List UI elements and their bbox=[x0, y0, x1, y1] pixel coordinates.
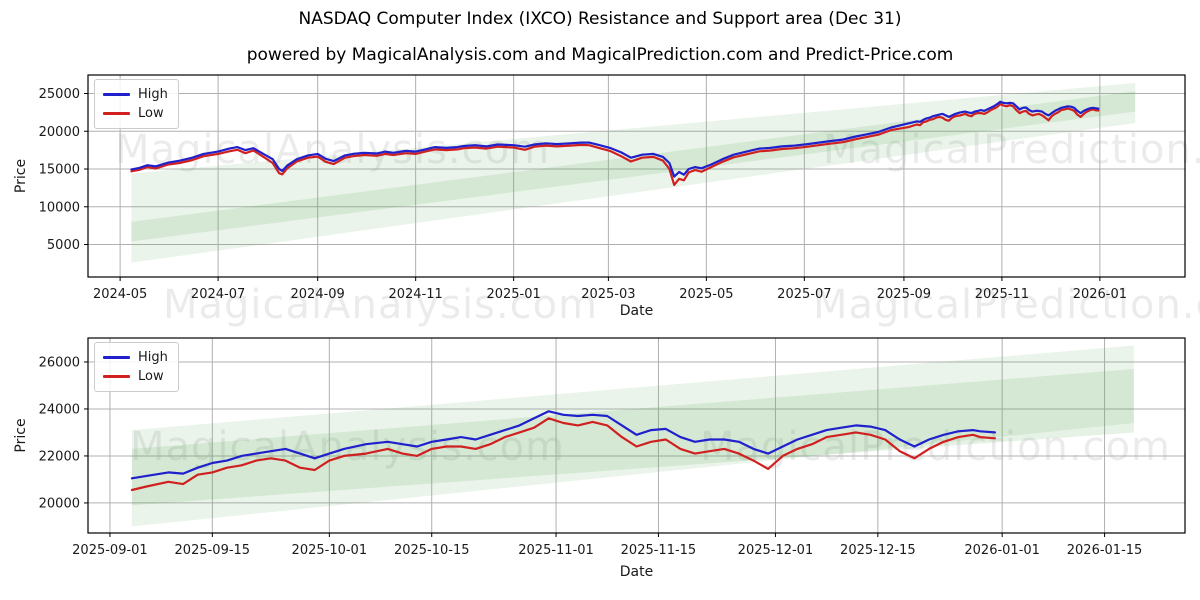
low-line bbox=[130, 102, 1100, 186]
watermark-prediction-top-chart: MagicalPrediction.com bbox=[823, 127, 1200, 173]
legend-bottom-chart: High Low bbox=[94, 342, 179, 392]
x-tick-label: 2025-10-15 bbox=[394, 543, 470, 558]
x-tick-label: 2025-07 bbox=[777, 287, 831, 302]
y-tick-label: 25000 bbox=[39, 87, 80, 102]
x-tick-label: 2026-01-01 bbox=[964, 543, 1040, 558]
x-tick-label: 2024-11 bbox=[388, 287, 442, 302]
legend-label-low: Low bbox=[138, 369, 164, 384]
x-tick-label: 2025-12-01 bbox=[738, 543, 814, 558]
y-axis-label: Price bbox=[13, 159, 29, 193]
legend-label-high: High bbox=[138, 350, 168, 365]
gridlines bbox=[88, 75, 1185, 277]
chart-bottom: 2025-09-01 2025-09-15 2025-10-01 2025-10-15… bbox=[13, 337, 1186, 580]
x-tick-label: 2025-05 bbox=[679, 287, 733, 302]
high-line-sample bbox=[103, 93, 130, 96]
y-tick-label: 20000 bbox=[39, 496, 80, 511]
high-line bbox=[130, 410, 997, 480]
x-tick-label: 2026-01 bbox=[1073, 287, 1127, 302]
x-tick-label: 2025-09-01 bbox=[72, 543, 148, 558]
x-tick-label: 2025-12-15 bbox=[840, 543, 916, 558]
x-tick-label: 2025-03 bbox=[581, 287, 635, 302]
support-resistance-outer-band bbox=[131, 82, 1136, 263]
axis-ticks: 2024-05 2024-07 2024-09 2024-11 2025-01 2025-… bbox=[39, 87, 1127, 302]
x-tick-label: 2025-11-01 bbox=[518, 543, 594, 558]
watermark-analysis-bottom-chart: MagicalAnalysis.com bbox=[130, 424, 566, 470]
x-tick-label: 2024-09 bbox=[291, 287, 345, 302]
x-tick-label: 2026-01-15 bbox=[1067, 543, 1143, 558]
y-tick-label: 15000 bbox=[39, 163, 80, 178]
low-line-sample bbox=[103, 375, 130, 378]
legend-top-chart: High Low bbox=[94, 79, 179, 129]
high-line-sample bbox=[103, 356, 130, 359]
legend-entry-low: Low bbox=[103, 104, 168, 123]
x-tick-label: 2024-07 bbox=[191, 287, 245, 302]
watermark-analysis-axis-row: MagicalAnalysis.com bbox=[163, 282, 599, 328]
x-tick-label: 2024-05 bbox=[93, 287, 147, 302]
x-tick-label: 2025-01 bbox=[486, 287, 540, 302]
x-axis-label: Date bbox=[620, 564, 653, 580]
gridlines bbox=[88, 338, 1185, 533]
high-line bbox=[130, 100, 1100, 178]
y-tick-label: 22000 bbox=[39, 449, 80, 464]
x-tick-label: 2025-09-15 bbox=[175, 543, 251, 558]
support-resistance-outer-band bbox=[131, 345, 1134, 527]
axis-ticks: 2025-09-01 2025-09-15 2025-10-01 2025-10-15… bbox=[39, 355, 1143, 558]
y-tick-label: 5000 bbox=[47, 238, 80, 253]
legend-entry-low: Low bbox=[103, 367, 168, 386]
y-axis-label: Price bbox=[13, 418, 29, 452]
legend-label-low: Low bbox=[138, 106, 164, 121]
legend-entry-high: High bbox=[103, 85, 168, 104]
x-tick-label: 2025-11-15 bbox=[621, 543, 697, 558]
low-line bbox=[130, 417, 997, 492]
legend-entry-high: High bbox=[103, 348, 168, 367]
support-resistance-inner-band bbox=[131, 369, 1134, 506]
figure-title: NASDAQ Computer Index (IXCO) Resistance … bbox=[298, 9, 902, 29]
legend-label-high: High bbox=[138, 87, 168, 102]
chart-top: 2024-05 2024-07 2024-09 2024-11 2025-01 2025-… bbox=[13, 74, 1186, 319]
y-tick-label: 26000 bbox=[39, 355, 80, 370]
watermark-analysis-top-chart: MagicalAnalysis.com bbox=[115, 127, 551, 173]
y-tick-label: 10000 bbox=[39, 200, 80, 215]
x-tick-label: 2025-11 bbox=[975, 287, 1029, 302]
y-tick-label: 20000 bbox=[39, 125, 80, 140]
y-tick-label: 24000 bbox=[39, 402, 80, 417]
figure-subtitle: powered by MagicalAnalysis.com and Magic… bbox=[246, 45, 954, 65]
x-axis-label: Date bbox=[620, 303, 653, 319]
low-line-sample bbox=[103, 112, 130, 115]
x-tick-label: 2025-10-01 bbox=[292, 543, 368, 558]
x-tick-label: 2025-09 bbox=[877, 287, 931, 302]
plot-border bbox=[87, 74, 1186, 278]
plot-border bbox=[87, 337, 1186, 534]
watermark-prediction-axis-row: MagicalPrediction.com bbox=[813, 282, 1200, 328]
